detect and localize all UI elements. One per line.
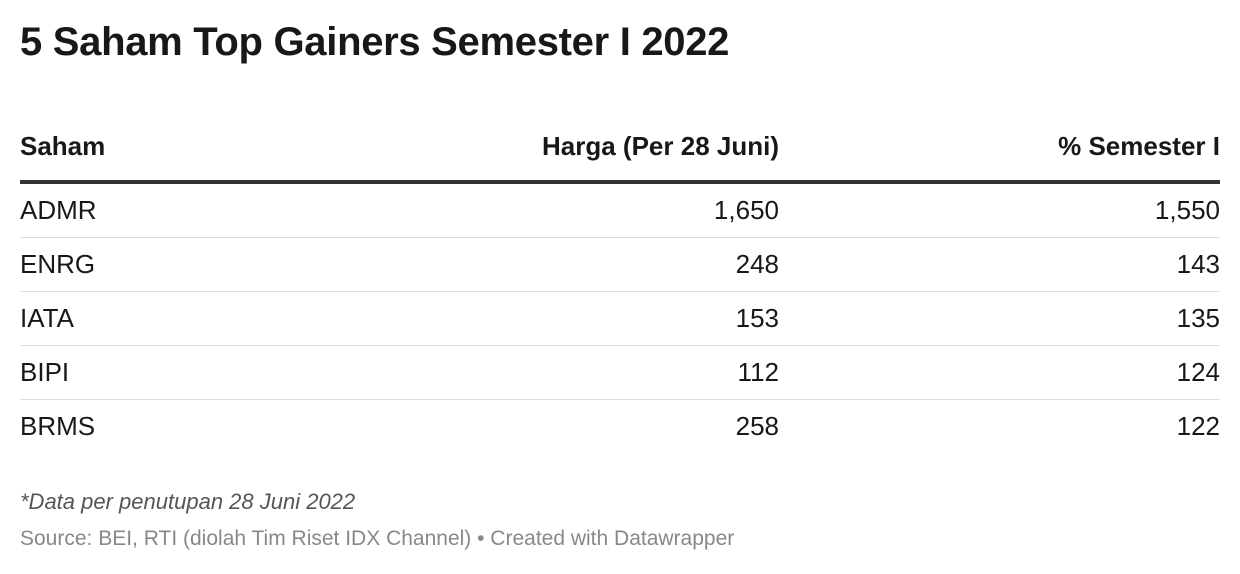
table-cell: 135 [779, 291, 1220, 346]
column-header: Harga (Per 28 Juni) [320, 116, 779, 184]
table-header: Saham Harga (Per 28 Juni)% Semester I [20, 116, 1220, 184]
table-cell: IATA [20, 291, 320, 346]
table-row: ADMR 1,650 1,550 [20, 182, 1220, 238]
table-row: ENRG 248 143 [20, 237, 1220, 292]
note: *Data per penutupan 28 Juni 2022 [20, 489, 356, 514]
source: Source: BEI, RTI (diolah Tim Riset IDX C… [20, 527, 735, 550]
table-cell: BRMS [20, 411, 96, 441]
header-row: Saham Harga (Per 28 Juni)% Semester I [20, 116, 1220, 184]
table: Saham Harga (Per 28 Juni)% Semester I ADM… [20, 116, 1220, 453]
table-cell: 112 [320, 345, 779, 400]
table-cell: 122 [1176, 411, 1220, 441]
table-cell: 1,550 [779, 182, 1220, 238]
table-cell: ADMR [20, 182, 320, 238]
table-row: IATA 153 135 [20, 291, 1220, 346]
table-cell: BIPI [20, 345, 320, 400]
table-cell: ENRG [20, 237, 320, 292]
table-cell: 143 [779, 237, 1220, 292]
title: 5 Saham Top Gainers Semester I 2022 [20, 20, 730, 64]
table-row: BIPI 112 124 [20, 345, 1220, 400]
table-cell: 248 [320, 237, 779, 292]
table-cell: 1,650 [320, 182, 779, 238]
table-body: ADMR 1,650 1,550 ENRG 248 143 IATA 153 135 BIPI 11… [20, 182, 1220, 453]
table-cell: 153 [320, 291, 779, 346]
column-header: % Semester I [779, 116, 1220, 184]
table-cell: 124 [779, 345, 1220, 400]
column-header: Saham [20, 116, 320, 184]
table-row: BRMS 258 122 [20, 400, 1220, 454]
table-cell: 258 [735, 411, 779, 441]
